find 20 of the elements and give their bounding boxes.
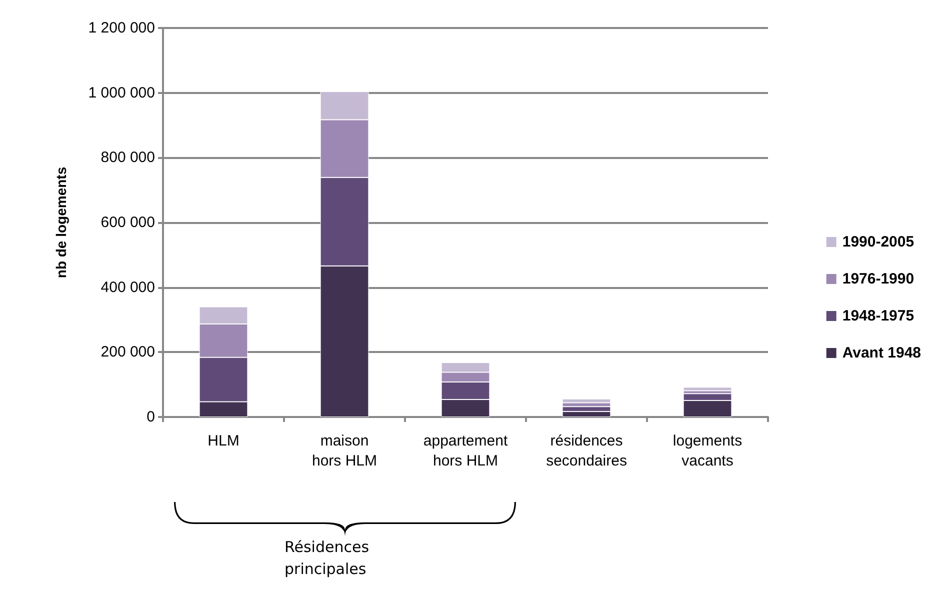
bar	[562, 398, 611, 403]
y-axis-title: nb de logements	[53, 166, 69, 278]
legend-label: 1948-1975	[842, 308, 914, 324]
legend-label: 1976-1990	[842, 270, 914, 288]
y-tick-label: 600 000	[100, 214, 155, 231]
y-tick-label: 200 000	[100, 344, 155, 361]
x-tick-label: résidences secondaires	[546, 432, 627, 470]
y-tick-label: 1 000 000	[88, 84, 155, 102]
bar	[683, 387, 732, 391]
x-tick-label: appartement hors HLM	[423, 432, 508, 470]
legend-label: 1990-2005	[842, 234, 914, 250]
text: Résidences principales	[284, 538, 374, 578]
y-tick-label: 400 000	[100, 278, 155, 296]
x-tick-label: maison hors HLM	[312, 432, 378, 470]
y-tick-label: 1 200 000	[88, 20, 155, 36]
y-tick-label: 800 000	[100, 149, 155, 166]
x-tick-label: HLM	[208, 432, 240, 450]
legend-label: Avant 1948	[842, 344, 921, 362]
y-tick-label: 0	[146, 408, 155, 426]
x-tick-label: logements vacants	[672, 432, 742, 470]
